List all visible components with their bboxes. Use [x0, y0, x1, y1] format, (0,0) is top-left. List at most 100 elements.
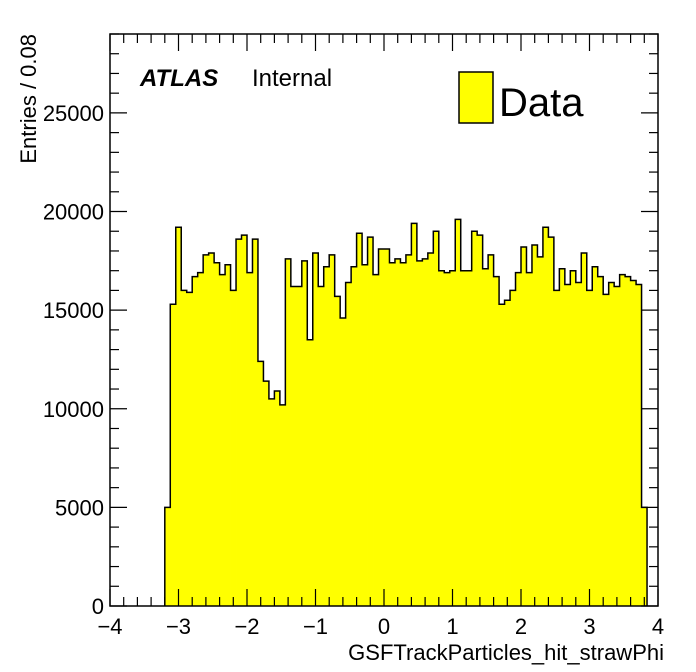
histogram-bin [290, 286, 297, 606]
histogram-bin [175, 227, 182, 606]
x-tick-label: 2 [515, 614, 527, 639]
plot-frame [109, 33, 659, 607]
y-tick-label: 20000 [43, 200, 104, 225]
histogram-bin [214, 262, 220, 606]
histogram-bin [537, 256, 544, 606]
x-tick-label: 0 [378, 614, 390, 639]
histogram-bin [482, 268, 489, 606]
histogram-bin [449, 270, 456, 606]
histogram-bin [427, 252, 434, 606]
histogram-bin [203, 254, 210, 606]
histogram-bin [411, 223, 418, 606]
histogram-bin [170, 304, 177, 606]
histogram-bin [274, 391, 281, 606]
histogram-bin [510, 290, 516, 606]
histogram-bin [521, 247, 527, 606]
histogram-bin [416, 260, 423, 606]
histogram-bin [340, 318, 347, 606]
histogram-bin [400, 262, 407, 606]
x-tick-label: 4 [652, 614, 664, 639]
x-tick-label: −2 [234, 614, 259, 639]
histogram-bin [636, 284, 642, 606]
histogram-bin [493, 276, 500, 606]
histogram-bin [257, 361, 264, 606]
histogram-bin [192, 276, 199, 606]
histogram-bin [230, 290, 237, 606]
histogram-bin [219, 274, 226, 606]
histogram-bin [263, 381, 270, 606]
histogram-bin [247, 272, 253, 606]
histogram-bin [438, 270, 445, 606]
histogram-bin [345, 282, 352, 606]
histogram-bin [526, 272, 533, 606]
y-axis-title: Entries / 0.08 [16, 34, 41, 164]
histogram-outline [164, 218, 648, 606]
histogram-bin [641, 507, 648, 606]
legend: Data [458, 71, 584, 125]
histogram-bin [329, 254, 336, 606]
histogram-bin [252, 239, 259, 606]
histogram-bin [378, 248, 385, 606]
histogram-bin [181, 290, 188, 606]
histogram-bin [384, 248, 390, 606]
histogram-bin [542, 227, 549, 606]
legend-entry-data: Data [499, 81, 584, 125]
histogram-bin [241, 235, 248, 606]
histogram-bin [477, 235, 484, 606]
histogram-bin [444, 272, 451, 606]
histogram-bin [186, 292, 193, 606]
legend-swatch [458, 71, 494, 124]
x-tick-label: 1 [446, 614, 458, 639]
histogram-bins [164, 219, 648, 606]
histogram-bin [356, 233, 363, 606]
x-tick-label: −1 [303, 614, 328, 639]
histogram-bin [362, 264, 368, 606]
histogram-bin [236, 239, 242, 606]
histogram-bin [488, 254, 494, 606]
histogram-bin [592, 266, 599, 606]
histogram-bin [608, 282, 615, 606]
x-tick-label: 3 [583, 614, 595, 639]
histogram-bin [334, 296, 341, 606]
histogram-bin [603, 294, 610, 606]
histogram-bin [318, 286, 325, 606]
x-axis-title: GSFTrackParticles_hit_strawPhi [348, 640, 664, 665]
histogram-bin [553, 290, 560, 606]
histogram-bin [225, 264, 231, 606]
y-tick-label: 5000 [55, 495, 104, 520]
histogram-bin [548, 237, 555, 606]
y-tick-label: 0 [92, 594, 104, 619]
histogram-bin [394, 258, 401, 606]
histogram-bin [575, 282, 582, 606]
histogram-bin [433, 231, 440, 606]
histogram-bin [619, 274, 626, 606]
axis-ticks [109, 33, 659, 607]
histogram-bin [351, 266, 357, 606]
histogram-bin [531, 245, 538, 606]
histogram-bin [307, 339, 314, 606]
internal-label: Internal [252, 65, 332, 92]
histogram-bin [564, 284, 571, 606]
histogram-bin [570, 270, 577, 606]
y-tick-labels: 0 5000 10000 15000 20000 25000 [43, 101, 104, 619]
histogram-bin [515, 272, 522, 606]
histogram-bin [625, 276, 631, 606]
histogram-bin [164, 507, 171, 606]
histogram-bin [460, 270, 467, 606]
histogram-bin [614, 286, 621, 606]
histogram-bin [422, 258, 429, 606]
y-tick-label: 15000 [43, 298, 104, 323]
histogram-bin [268, 398, 275, 606]
histogram-bin [504, 300, 511, 606]
y-tick-label: 10000 [43, 397, 104, 422]
x-tick-labels: −4 −3 −2 −1 0 1 2 3 4 [97, 614, 664, 639]
histogram-bin [208, 252, 215, 606]
histogram-bin [499, 304, 505, 606]
histogram-bin [586, 290, 593, 606]
y-tick-label: 25000 [43, 101, 104, 126]
histogram-bin [559, 268, 566, 606]
histogram-bin [466, 270, 473, 606]
x-tick-label: −4 [97, 614, 122, 639]
histogram-bin [405, 254, 412, 606]
